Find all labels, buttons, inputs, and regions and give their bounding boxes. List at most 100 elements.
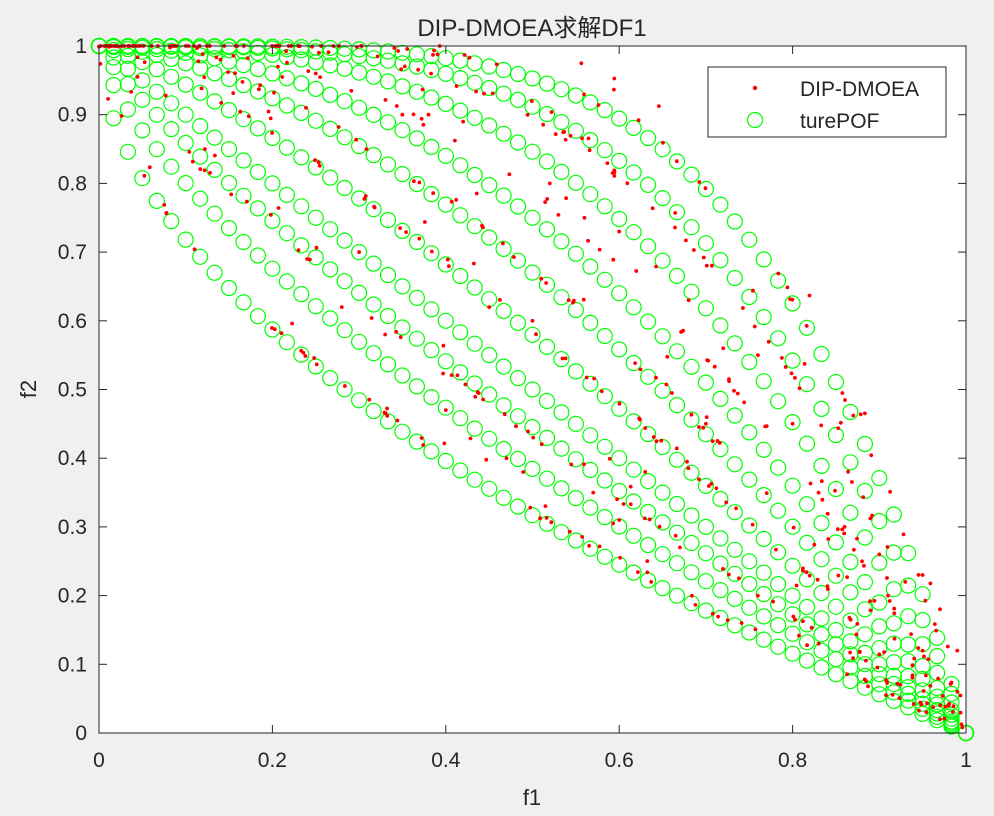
pof-point xyxy=(134,170,151,187)
pof-point xyxy=(668,451,686,468)
solution-point xyxy=(296,248,301,253)
solution-point xyxy=(484,457,489,462)
pof-point xyxy=(249,308,266,325)
pof-point xyxy=(625,119,642,137)
solution-point xyxy=(877,652,882,657)
pof-point xyxy=(611,110,628,127)
solution-point xyxy=(685,459,689,464)
solution-point xyxy=(820,497,825,502)
pof-point xyxy=(148,61,165,78)
pof-point xyxy=(668,555,686,572)
solution-point xyxy=(447,264,451,269)
solution-point xyxy=(592,376,596,381)
pof-point xyxy=(509,408,527,425)
pof-point xyxy=(900,653,917,670)
pof-point xyxy=(625,413,642,430)
pof-point xyxy=(163,95,180,112)
solution-point xyxy=(394,330,399,334)
pof-point xyxy=(177,55,194,72)
pof-point xyxy=(437,95,454,113)
solution-point xyxy=(801,619,805,624)
pof-point xyxy=(697,235,715,252)
solution-point xyxy=(659,438,664,443)
solution-point xyxy=(734,506,738,511)
pof-point xyxy=(524,507,541,524)
pof-point xyxy=(322,221,339,238)
solution-point xyxy=(238,109,243,114)
solution-point xyxy=(618,555,622,560)
pof-point xyxy=(264,129,281,146)
y-tick-label: 0.2 xyxy=(58,585,87,608)
legend[interactable]: DIP-DMOEA turePOF xyxy=(707,66,947,138)
solution-point xyxy=(498,298,502,302)
pof-point xyxy=(524,70,541,87)
pof-point xyxy=(683,411,700,428)
pof-point xyxy=(495,125,512,142)
pof-point xyxy=(524,264,541,281)
solution-point xyxy=(766,339,771,344)
solution-point xyxy=(870,513,874,518)
pof-point xyxy=(769,459,787,476)
solution-point xyxy=(316,160,321,165)
plot-area xyxy=(99,46,966,733)
solution-point xyxy=(421,122,426,127)
pof-point xyxy=(437,353,454,370)
solution-point xyxy=(791,525,796,530)
pof-point xyxy=(769,616,787,634)
pof-point xyxy=(220,141,238,158)
pof-point xyxy=(394,122,411,139)
pof-point xyxy=(842,633,859,650)
solution-point xyxy=(429,71,433,76)
pof-point xyxy=(553,113,570,131)
pof-point xyxy=(379,156,397,173)
pof-point xyxy=(842,553,859,571)
solution-point xyxy=(875,665,880,670)
pof-point xyxy=(408,378,425,395)
solution-point xyxy=(521,470,526,474)
pof-point xyxy=(481,480,498,497)
pof-point xyxy=(495,187,512,204)
solution-point xyxy=(443,408,448,412)
pof-point xyxy=(784,414,801,431)
solution-point xyxy=(419,436,424,440)
solution-point xyxy=(268,116,273,121)
pof-point xyxy=(163,158,180,175)
pof-point xyxy=(596,438,613,455)
solution-point xyxy=(936,676,940,681)
solution-point xyxy=(756,353,760,357)
solution-point xyxy=(890,692,895,697)
pof-point xyxy=(755,309,772,326)
solution-point xyxy=(654,264,658,269)
pof-point xyxy=(668,204,686,221)
solution-point xyxy=(615,497,619,502)
solution-point xyxy=(468,436,473,441)
pof-point xyxy=(235,76,252,94)
pof-point xyxy=(509,198,527,215)
solution-point xyxy=(580,136,584,141)
pof-point xyxy=(639,313,657,330)
pof-point xyxy=(900,544,917,562)
pof-point xyxy=(769,544,787,561)
solution-point xyxy=(638,367,643,372)
solution-point xyxy=(539,276,544,281)
pof-point xyxy=(553,440,570,457)
solution-point xyxy=(481,397,485,402)
solution-point xyxy=(453,138,457,143)
pof-point xyxy=(625,493,642,510)
solution-point xyxy=(836,573,841,578)
solution-point xyxy=(612,87,616,92)
solution-point xyxy=(187,150,192,154)
solution-point xyxy=(454,84,459,88)
pof-point xyxy=(408,289,425,306)
pof-point xyxy=(567,363,585,380)
pof-point xyxy=(885,615,902,632)
solution-point xyxy=(869,453,874,458)
solution-point xyxy=(686,466,691,471)
solution-point xyxy=(317,163,322,168)
pof-point xyxy=(351,99,368,116)
pof-point xyxy=(495,489,512,506)
solution-point xyxy=(710,263,714,268)
pof-point xyxy=(119,143,137,160)
solution-point xyxy=(461,119,465,124)
solution-point xyxy=(567,529,572,534)
